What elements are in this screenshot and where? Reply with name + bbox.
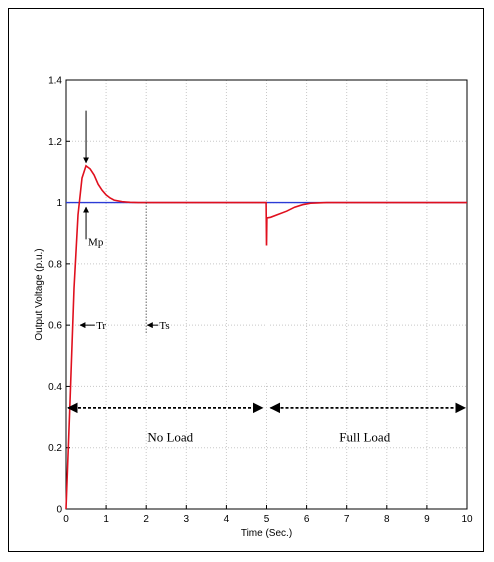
y-tick-label: 0.4 bbox=[48, 382, 62, 393]
y-axis-label: Output Voltage (p.u.) bbox=[34, 248, 45, 340]
no-load-label: No Load bbox=[147, 430, 193, 445]
x-tick-label: 5 bbox=[264, 514, 270, 525]
x-tick-label: 3 bbox=[184, 514, 190, 525]
x-tick-label: 9 bbox=[424, 514, 430, 525]
annotation-ts: Ts bbox=[159, 320, 169, 332]
x-tick-label: 0 bbox=[63, 514, 69, 525]
y-tick-label: 1.4 bbox=[48, 76, 62, 87]
x-tick-label: 4 bbox=[224, 514, 230, 525]
x-axis-label: Time (Sec.) bbox=[241, 528, 292, 539]
x-tick-label: 2 bbox=[143, 514, 149, 525]
y-tick-label: 1 bbox=[56, 198, 62, 209]
y-tick-label: 0.6 bbox=[48, 321, 62, 332]
annotation-tr: Tr bbox=[96, 320, 106, 332]
annotations: Mp Tr Ts No Load Full Load bbox=[66, 110, 467, 445]
x-tick-label: 8 bbox=[384, 514, 390, 525]
chart-frame bbox=[8, 8, 484, 552]
annotation-mp: Mp bbox=[88, 236, 104, 248]
y-tick-label: 0.8 bbox=[48, 259, 62, 270]
x-tick-label: 7 bbox=[344, 514, 350, 525]
grid-lines bbox=[66, 80, 467, 509]
x-tick-label: 10 bbox=[461, 514, 473, 525]
y-tick-label: 0 bbox=[56, 505, 62, 516]
y-tick-label: 1.2 bbox=[48, 137, 62, 148]
axis-ticks: 0 1 2 3 4 5 6 7 8 9 10 0 0.2 0.4 0.6 0.8 1 1.2 1.4 bbox=[48, 76, 473, 526]
x-tick-label: 1 bbox=[103, 514, 109, 525]
full-load-label: Full Load bbox=[339, 430, 390, 445]
y-tick-label: 0.2 bbox=[48, 443, 62, 454]
x-tick-label: 6 bbox=[304, 514, 310, 525]
